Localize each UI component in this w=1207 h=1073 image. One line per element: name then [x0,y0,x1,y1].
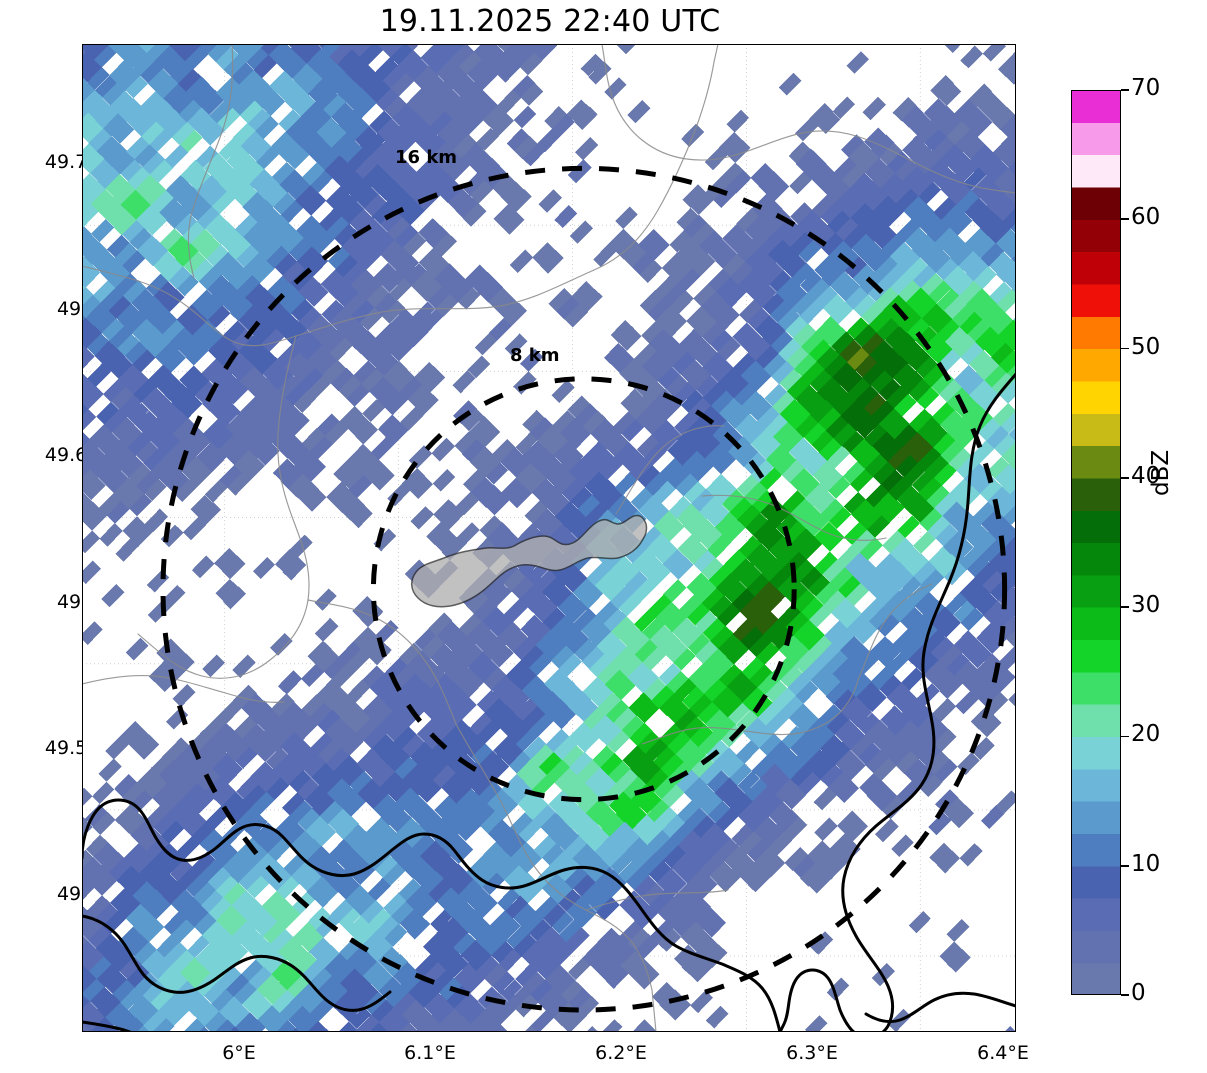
colorbar-tick-mark [1121,735,1129,738]
colorbar-tick-label: 20 [1131,721,1161,748]
admin-border-layer [82,44,1016,1032]
colorbar-gradient [1071,90,1121,995]
colorbar-tick-mark [1121,994,1129,996]
range-ring-label: 8 km [510,345,560,366]
page-title: 19.11.2025 22:40 UTC [379,4,721,39]
colorbar-axis-label: dBZ [1148,449,1174,496]
colorbar-tick-mark [1121,89,1129,91]
colorbar-tick-mark [1121,477,1129,479]
colorbar-tick-label: 10 [1131,850,1161,877]
range-ring-label: 16 km [395,147,458,168]
longitude-tick-label: 6.4°E [977,1042,1029,1064]
radar-map-canvas [82,44,1016,1032]
colorbar-tick-label: 60 [1131,204,1161,231]
colorbar-tick-mark [1121,606,1129,608]
colorbar-tick-mark [1121,218,1129,221]
colorbar-tick-label: 0 [1131,980,1146,1006]
colorbar-tick-label: 40 [1131,462,1161,489]
longitude-tick-label: 6.2°E [595,1042,647,1064]
colorbar-tick-mark [1121,864,1129,867]
colorbar-tick-label: 70 [1131,75,1161,101]
longitude-tick-label: 6.3°E [786,1042,838,1064]
longitude-tick-label: 6.1°E [404,1042,456,1064]
colorbar-tick-mark [1121,347,1129,350]
range-ring-layer [160,165,1008,1013]
colorbar[interactable] [1071,90,1121,995]
colorbar-tick-label: 50 [1131,333,1161,360]
colorbar-tick-label: 30 [1131,592,1161,619]
longitude-tick-label: 6°E [222,1042,256,1064]
radar-map[interactable]: 16 km 8 km [82,44,1016,1032]
lake-layer [411,514,648,608]
national-border-layer [82,372,1016,1032]
